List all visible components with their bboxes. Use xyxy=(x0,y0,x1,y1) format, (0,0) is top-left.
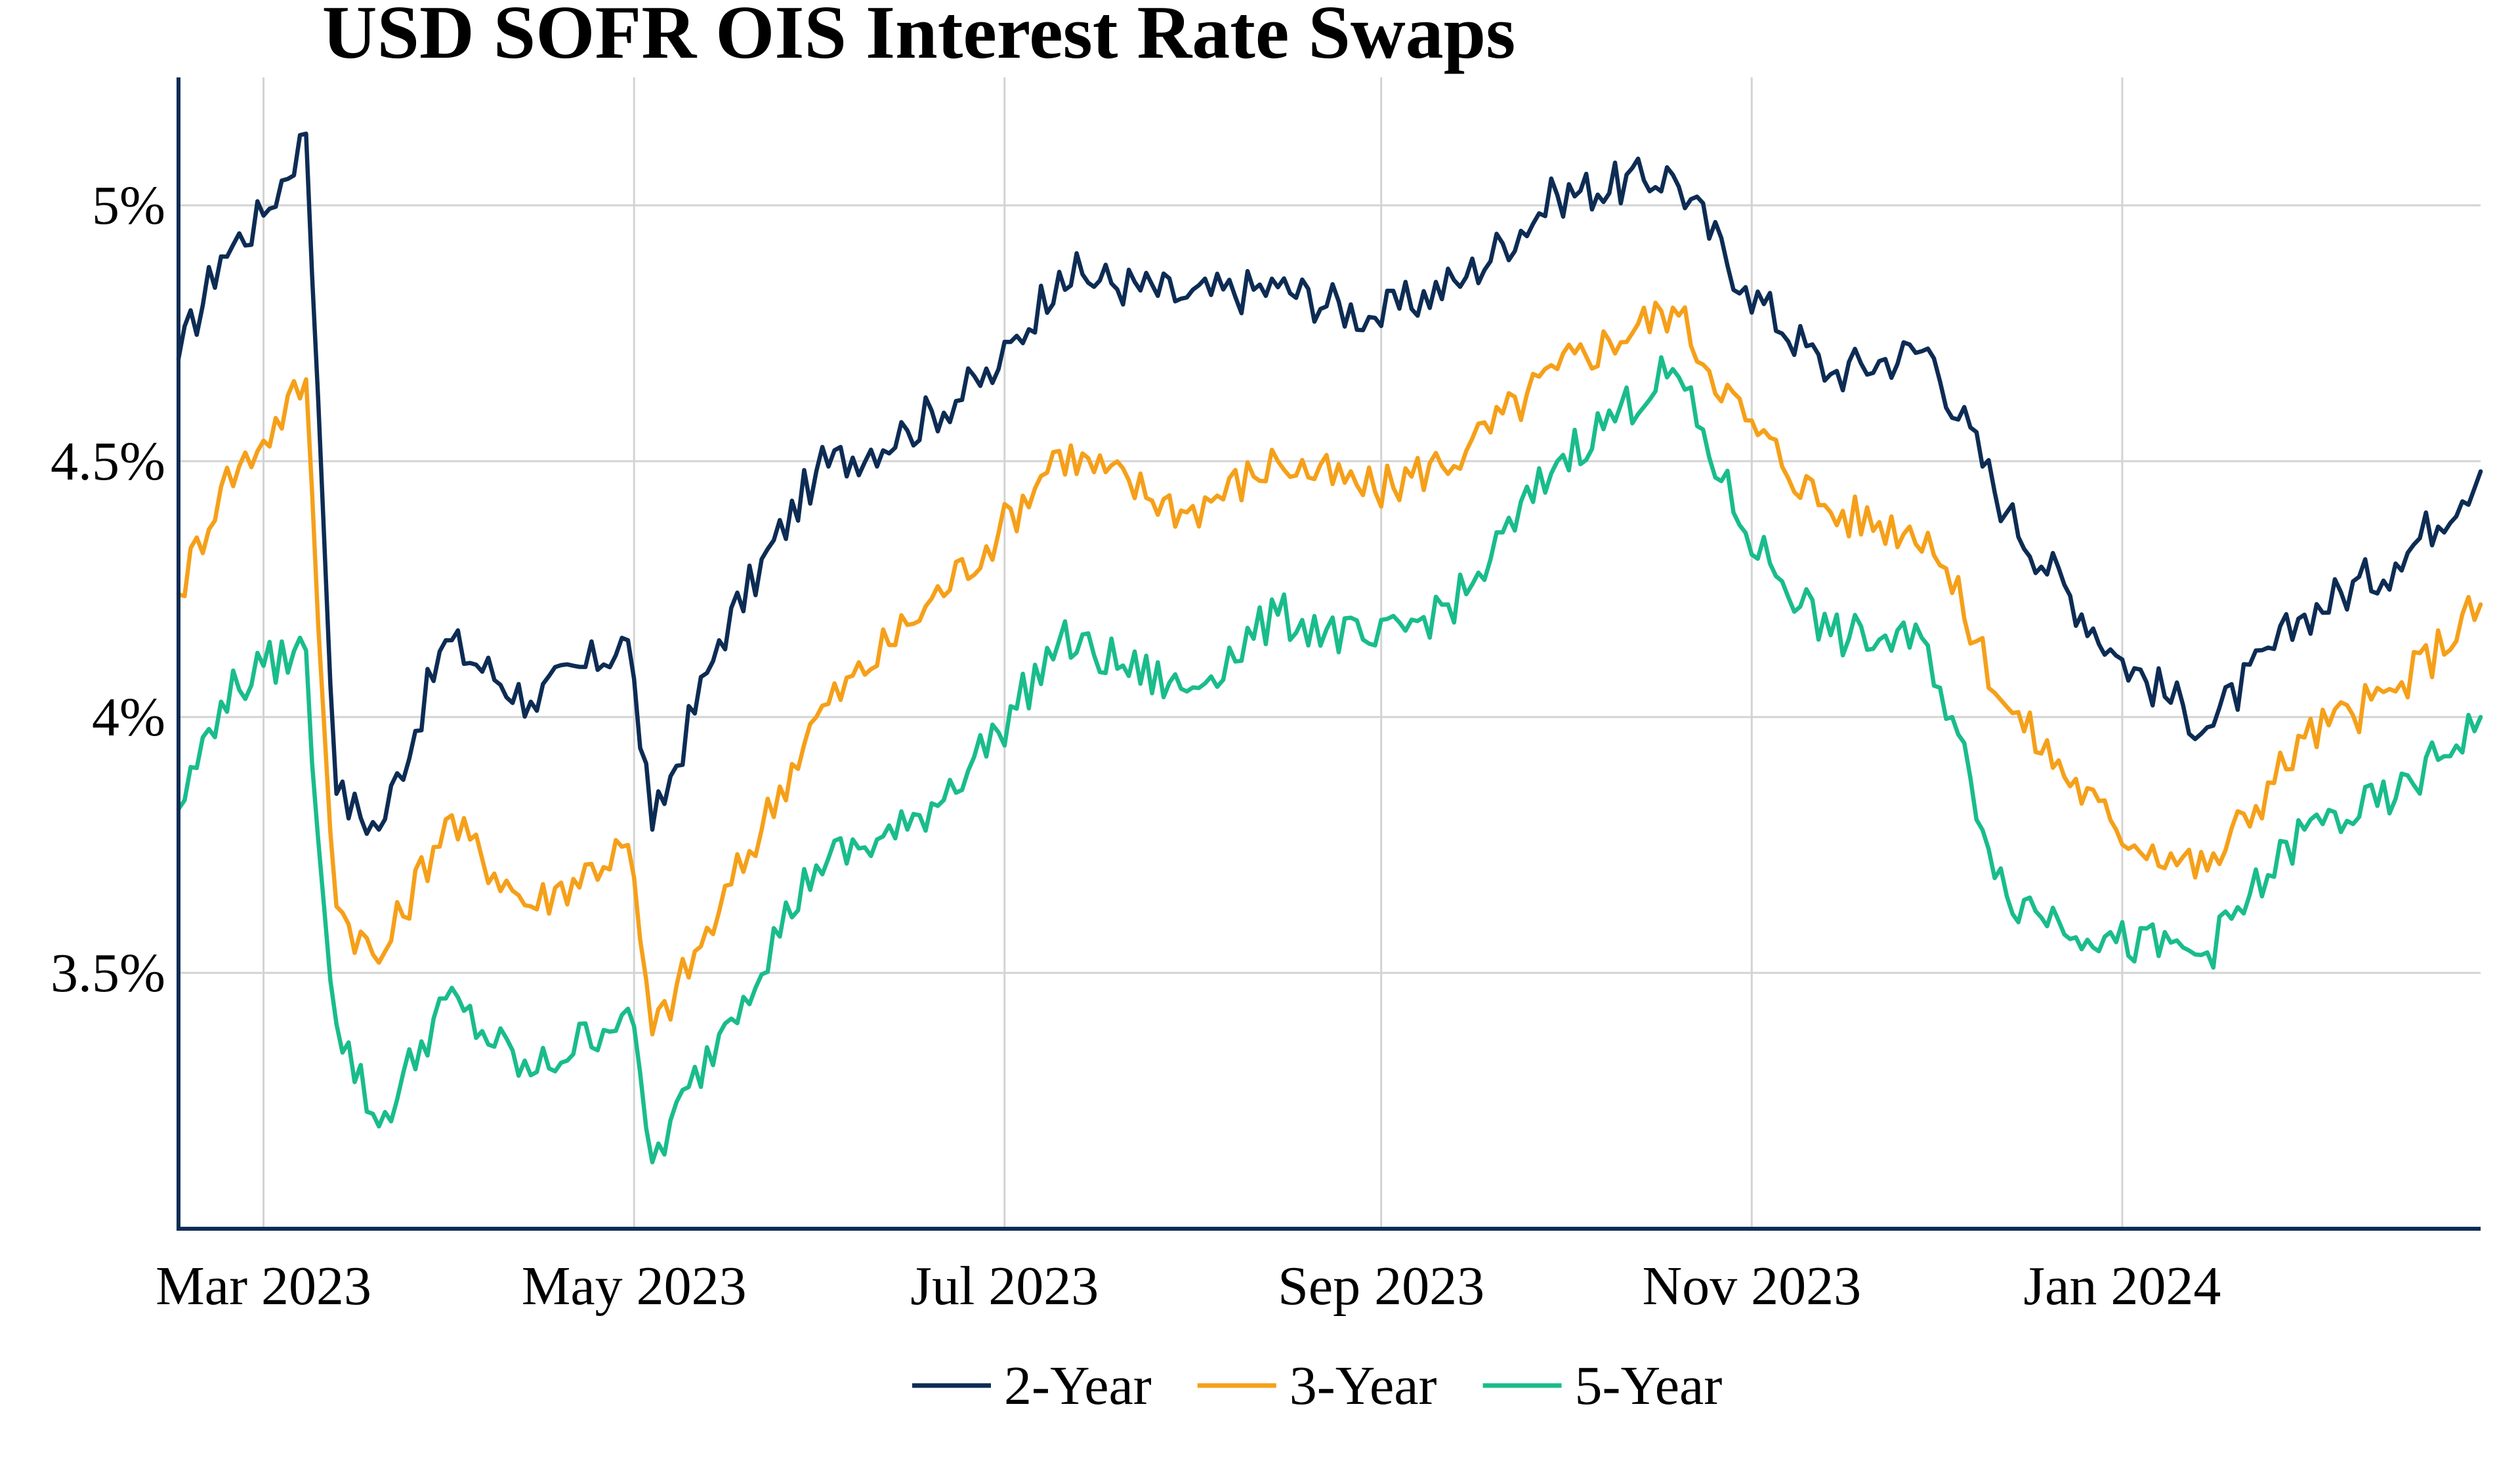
x-tick-label: Mar 2023 xyxy=(156,1256,371,1317)
axes xyxy=(177,77,2481,1231)
series-lines xyxy=(176,131,2483,1164)
series-line-5-year xyxy=(176,355,2483,1164)
y-tick-label: 3.5% xyxy=(51,943,165,1004)
y-tick-label: 5% xyxy=(92,175,165,236)
series-line-2-year xyxy=(176,131,2483,836)
legend: 2-Year 3-Year 5-Year xyxy=(912,1355,1722,1416)
x-tick-label: Jul 2023 xyxy=(910,1256,1099,1317)
y-tick-labels: 3.5% 4% 4.5% 5% xyxy=(51,175,165,1004)
x-tick-label: Sep 2023 xyxy=(1278,1256,1484,1317)
legend-item[interactable]: 5-Year xyxy=(1482,1355,1723,1416)
legend-label: 2-Year xyxy=(1004,1355,1152,1416)
x-tick-labels: Mar 2023 May 2023 Jul 2023 Sep 2023 Nov 2023… xyxy=(156,1256,2221,1317)
legend-label: 5-Year xyxy=(1575,1355,1723,1416)
x-tick-label: May 2023 xyxy=(522,1256,747,1317)
legend-item[interactable]: 3-Year xyxy=(1197,1355,1437,1416)
x-tick-label: Nov 2023 xyxy=(1642,1256,1861,1317)
grid-lines xyxy=(178,77,2481,1229)
y-tick-label: 4.5% xyxy=(51,431,165,492)
chart-title: USD SOFR OIS Interest Rate Swaps xyxy=(322,0,1516,75)
series-line-3-year xyxy=(176,300,2483,1037)
legend-label: 3-Year xyxy=(1290,1355,1437,1416)
y-tick-label: 4% xyxy=(92,687,165,748)
x-tick-label: Jan 2024 xyxy=(2023,1256,2221,1317)
legend-item[interactable]: 2-Year xyxy=(912,1355,1152,1416)
